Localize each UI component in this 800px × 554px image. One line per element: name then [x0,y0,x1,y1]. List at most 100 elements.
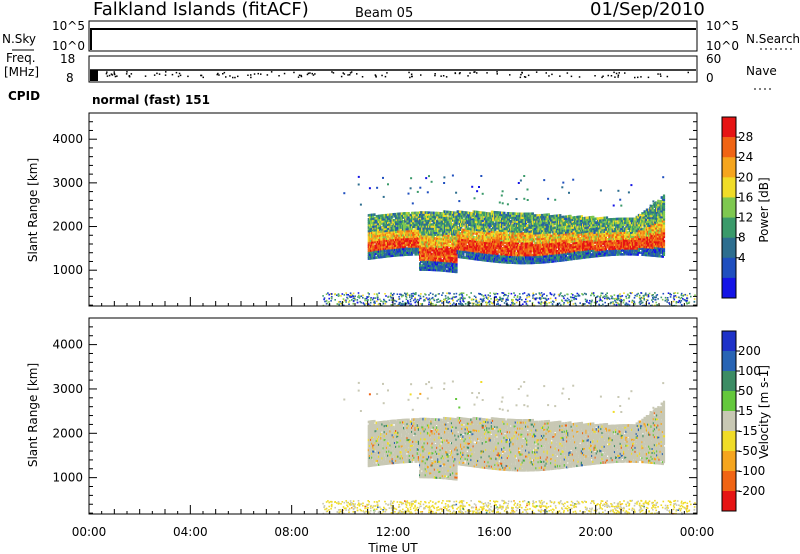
power-cell [562,241,565,244]
power-cell [578,250,581,254]
power-cell [400,212,403,215]
power-cell [503,219,506,223]
nave-dot [113,73,116,76]
power-cell [390,232,393,236]
power-cell [526,240,529,243]
power-cell [531,224,534,227]
power-cell [603,253,606,257]
power-cell [449,230,452,234]
power-cell [474,224,477,227]
power-cell [449,254,452,257]
power-cell [543,251,546,254]
power-cell [546,227,549,230]
power-cell [446,259,449,263]
power-cell [429,256,432,260]
power-cell [540,219,544,223]
nave-dot [469,72,471,74]
power-cell [583,236,586,240]
power-cell [383,231,386,235]
power-cell [474,216,477,220]
power-cell [461,246,464,249]
power-cell [518,259,521,263]
power-cell [520,224,523,227]
power-cell [389,235,392,238]
power-cell [455,266,458,270]
power-cell [583,232,586,236]
power-cell [600,236,603,240]
power-cell [379,232,382,235]
power-cell [505,231,508,235]
power-cell [567,228,570,232]
power-cell [472,241,475,245]
power-cell [600,230,603,234]
power-cell [546,223,549,226]
power-cell [483,225,487,229]
freq-label: Freq. [6,51,36,65]
power-cell [421,242,424,246]
power-cell [512,257,515,261]
power-cell [621,237,625,240]
power-cell [398,245,401,249]
power-cell [423,254,426,258]
power-cell [542,259,545,262]
power-cell [452,244,455,248]
power-cell [432,239,435,242]
power-cell [381,232,384,235]
power-cell [514,232,517,235]
power-cell [620,253,623,256]
power-cell [381,228,384,231]
power-cell [369,215,373,219]
power-cell [404,229,407,233]
power-cell [417,211,420,215]
power-cell [498,260,501,264]
power-cell [463,244,466,248]
power-cell [518,238,521,241]
power-cell [592,221,595,225]
power-cell [489,257,492,261]
power-cell [537,239,540,243]
power-cell [395,222,398,226]
power-cell [535,226,538,229]
power-cell [422,217,425,220]
power-cell [534,224,537,227]
power-cell [395,252,398,255]
power-cell [446,210,449,214]
power-cell [371,254,374,258]
power-cell [372,215,375,218]
nave-dot [300,74,302,77]
power-cell [592,243,595,246]
power-cell [429,268,432,271]
power-cell [580,234,583,238]
power-cell [543,225,546,229]
power-cell [438,261,441,264]
power-cell [554,257,557,261]
power-cell [623,253,626,256]
power-cell [452,215,455,218]
power-cell [472,251,475,255]
power-cell [609,233,612,237]
power-cell [594,233,597,236]
power-cell [473,222,476,225]
power-cell [383,249,386,252]
power-cell [438,241,441,244]
power-cell [619,245,622,248]
power-cell [501,247,504,250]
power-cell [521,216,524,220]
power-cell [452,248,455,252]
power-cell [372,239,375,242]
power-cell [438,257,441,260]
power-cell [586,226,589,229]
power-cell [535,259,538,262]
power-cell [550,221,553,224]
nave-dot [202,76,204,79]
power-cell [600,252,603,255]
power-cell [571,238,574,241]
power-cell [388,248,391,252]
power-cell [455,215,458,219]
power-cell [436,237,439,240]
power-cell [605,253,609,257]
power-cell [375,215,378,218]
power-cell [569,244,572,247]
power-cell [529,214,532,217]
power-cell [434,243,438,246]
